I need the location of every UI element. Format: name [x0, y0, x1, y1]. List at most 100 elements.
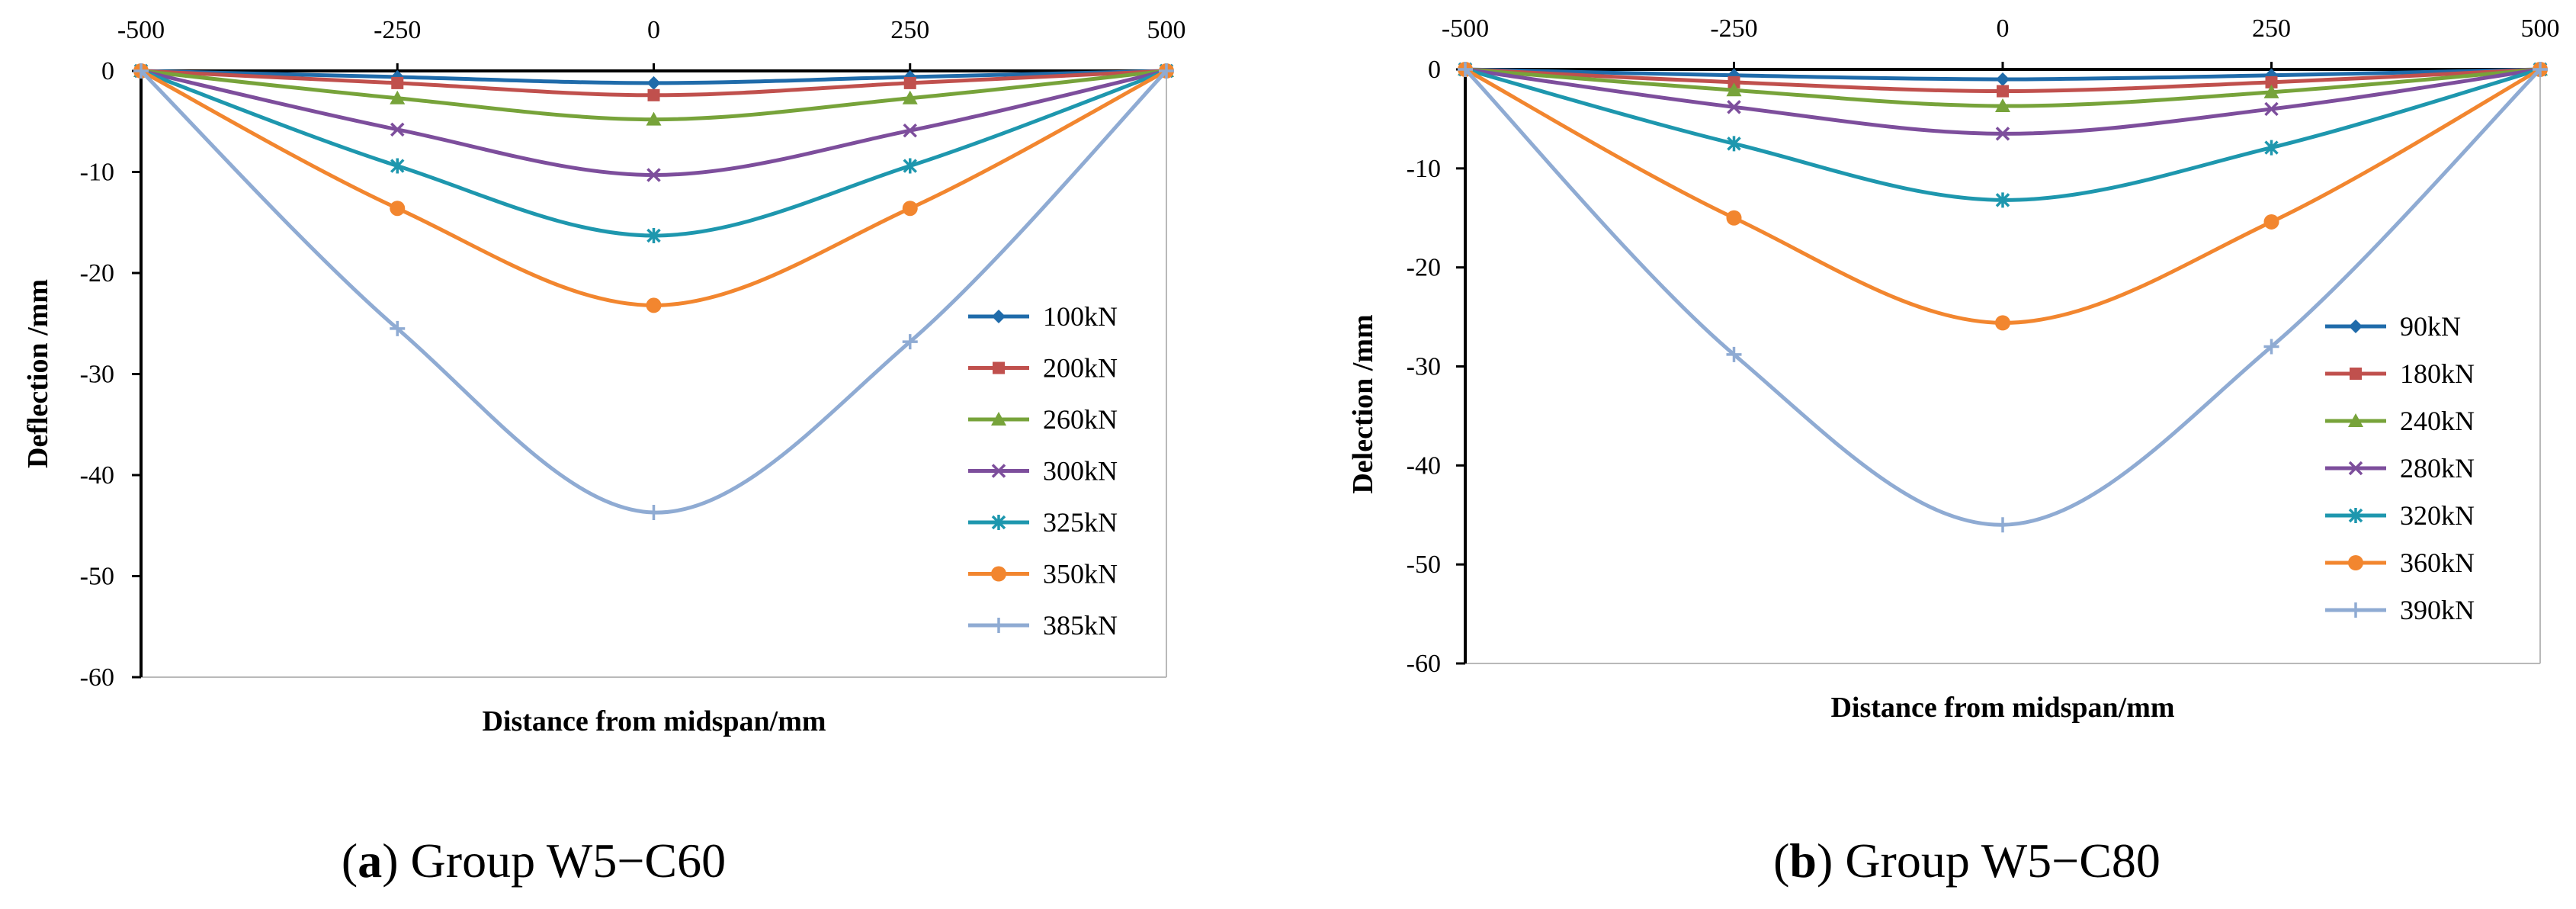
caption-b-text: ) Group W5−C80	[1817, 834, 2161, 888]
caption-b: (b) Group W5−C80	[1773, 834, 2161, 888]
chart-1-legend-label: 90kN	[2400, 311, 2461, 342]
chart-0-x-tick-label: -500	[117, 16, 165, 44]
chart-1-series-line	[1464, 68, 2542, 527]
chart-1-legend-marker	[2348, 602, 2363, 618]
chart-1-data-point	[1727, 100, 1741, 114]
chart-1-x-axis-title: Distance from midspan/mm	[1830, 692, 2174, 724]
chart-0-data-point	[903, 76, 916, 89]
chart-0-legend-marker	[991, 515, 1006, 530]
chart-0-data-point	[903, 123, 917, 138]
chart-1-legend-label: 360kN	[2400, 548, 2475, 578]
chart-0-data-point	[390, 320, 406, 336]
chart-1-y-tick-label: -50	[1407, 551, 1441, 579]
chart-0-data-point	[903, 158, 917, 174]
caption-a-letter: a	[358, 834, 382, 888]
chart-1-y-axis-title: Delection /mm	[1347, 314, 1379, 493]
chart-1-x-tick-label: -250	[1710, 14, 1757, 43]
chart-0-data-point	[390, 201, 406, 217]
chart-0-legend-label: 350kN	[1043, 559, 1118, 589]
chart-0-x-tick-label: -250	[374, 16, 421, 44]
chart-0-y-tick-label: 0	[101, 57, 114, 85]
chart-1-data-point	[1727, 136, 1741, 152]
chart-1-y-tick-label: -40	[1407, 451, 1441, 480]
chart-1-y-tick-label: -60	[1407, 650, 1441, 678]
caption-a-text: ) Group W5−C60	[382, 834, 726, 888]
chart-0-data-point	[646, 297, 662, 313]
chart-1-x-tick-label: 250	[2252, 14, 2291, 43]
chart-1-data-point	[1995, 127, 2010, 141]
chart-0-legend: 100kN 200kN 260kN 300kN 325kN 350kN 385kN	[968, 301, 1118, 641]
chart-0-y-axis-title: Deflection /mm	[22, 279, 54, 468]
chart-0-legend-marker	[991, 412, 1006, 426]
chart-1-y-tick-label: -20	[1407, 254, 1441, 282]
chart-1-legend-marker	[2348, 508, 2363, 523]
chart-1-data-point	[2264, 101, 2279, 117]
chart-1-x-tick-label: -500	[1442, 14, 1489, 43]
chart-0-y-tick-label: -40	[80, 461, 114, 490]
chart-0-legend-label: 260kN	[1043, 404, 1118, 435]
chart-0-data-point	[390, 122, 405, 137]
chart-1-data-point	[1726, 210, 1742, 226]
chart-0-legend-label: 385kN	[1043, 610, 1118, 641]
chart-0-x-tick-label: 250	[890, 16, 929, 44]
chart-0-legend-marker	[991, 566, 1006, 582]
chart-0-y-tick-label: -30	[80, 361, 114, 389]
chart-0-legend-marker	[993, 361, 1005, 374]
chart-1-data-point	[1995, 192, 2010, 208]
chart-1-x-tick-label: 0	[1997, 14, 2010, 43]
chart-0-y-tick-label: -10	[80, 159, 114, 187]
chart-1-data-point	[1995, 315, 2010, 331]
chart-w5-c80: 0 -10 -20 -30 -40 -50 -60 -500 -250 0 250 500 Distan…	[1347, 14, 2560, 724]
chart-0-data-point	[390, 158, 405, 174]
chart-1-series-390kN	[1458, 62, 2548, 533]
caption-b-open: (	[1773, 834, 1789, 888]
chart-0-data-point	[647, 88, 660, 101]
chart-0-data-point	[391, 76, 404, 89]
chart-1-data-point	[1726, 82, 1742, 97]
chart-0-x-tick-label: 0	[647, 16, 660, 44]
chart-0-legend-marker	[991, 464, 1006, 478]
caption-a: (a) Group W5−C60	[342, 834, 726, 888]
chart-1-data-point	[1996, 72, 2010, 86]
chart-0-data-point	[390, 90, 406, 104]
chart-w5-c60: 0 -10 -20 -30 -40 -50 -60 -500 -250 0 250 500 Distan…	[22, 16, 1186, 737]
chart-0-data-point	[646, 227, 661, 243]
chart-1-y-tick-label: 0	[1428, 56, 1441, 84]
chart-0-series-385kN	[133, 63, 1174, 521]
chart-0-data-point	[902, 334, 918, 350]
chart-0-legend-label: 325kN	[1043, 507, 1118, 538]
chart-0-legend-label: 100kN	[1043, 301, 1118, 332]
chart-1-legend-label: 320kN	[2400, 500, 2475, 531]
chart-0-data-point	[646, 75, 661, 90]
chart-1-data-point	[1458, 62, 1473, 77]
chart-1-legend-marker	[2349, 320, 2363, 333]
chart-1-data-point	[2263, 214, 2279, 230]
chart-0-series-line	[140, 69, 1168, 515]
chart-0-legend-marker	[992, 310, 1006, 323]
caption-b-letter: b	[1789, 834, 1817, 888]
chart-1-legend-marker	[2348, 555, 2363, 570]
chart-1-data-point	[2263, 84, 2279, 98]
chart-0-y-tick-label: -60	[80, 663, 114, 692]
chart-1-data-point	[2533, 62, 2548, 77]
chart-0-legend-label: 300kN	[1043, 456, 1118, 487]
chart-1-data-point	[2264, 140, 2279, 156]
chart-0-data-point	[646, 168, 661, 182]
chart-1-data-point	[1727, 75, 1740, 88]
chart-1-legend-label: 390kN	[2400, 595, 2475, 625]
chart-0-data-point	[646, 505, 662, 521]
chart-0-data-point	[646, 111, 662, 126]
chart-0-data-point	[133, 63, 149, 79]
chart-0-x-tick-label: 500	[1147, 16, 1186, 44]
chart-1-data-point	[1995, 517, 2010, 533]
chart-0-y-tick-label: -50	[80, 563, 114, 591]
chart-1-data-point	[2265, 75, 2278, 88]
chart-1-x-tick-label: 500	[2521, 14, 2560, 43]
chart-0-data-point	[902, 201, 918, 217]
chart-1-legend-label: 280kN	[2400, 453, 2475, 483]
chart-1-legend-label: 240kN	[2400, 406, 2475, 436]
chart-0-data-point	[1159, 63, 1174, 79]
chart-1-legend-marker	[2348, 413, 2363, 427]
chart-0-y-tick-label: -20	[80, 259, 114, 287]
